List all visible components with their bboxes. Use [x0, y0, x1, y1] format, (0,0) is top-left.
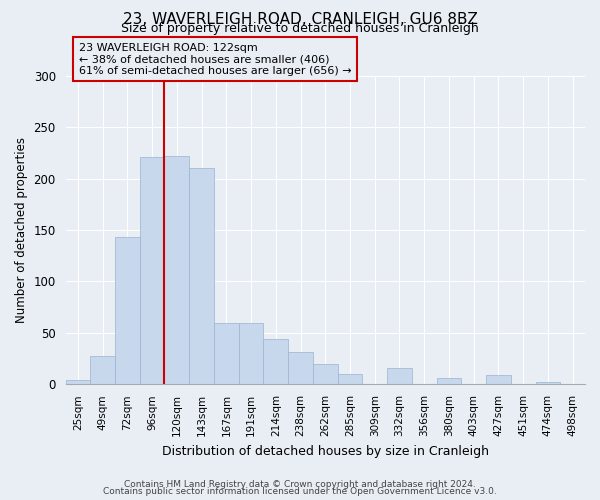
Bar — [164, 156, 189, 384]
Text: 23 WAVERLEIGH ROAD: 122sqm
← 38% of detached houses are smaller (406)
61% of sem: 23 WAVERLEIGH ROAD: 122sqm ← 38% of deta… — [79, 42, 351, 76]
Bar — [239, 322, 263, 384]
Bar — [437, 378, 461, 384]
Bar — [486, 375, 511, 384]
Y-axis label: Number of detached properties: Number of detached properties — [15, 137, 28, 323]
Bar — [189, 168, 214, 384]
Bar — [313, 364, 338, 384]
Bar — [387, 368, 412, 384]
Text: 23, WAVERLEIGH ROAD, CRANLEIGH, GU6 8BZ: 23, WAVERLEIGH ROAD, CRANLEIGH, GU6 8BZ — [122, 12, 478, 28]
Bar — [263, 339, 288, 384]
Bar — [140, 157, 164, 384]
Bar — [115, 237, 140, 384]
Bar — [90, 356, 115, 384]
Bar — [338, 374, 362, 384]
Text: Contains HM Land Registry data © Crown copyright and database right 2024.: Contains HM Land Registry data © Crown c… — [124, 480, 476, 489]
Text: Contains public sector information licensed under the Open Government Licence v3: Contains public sector information licen… — [103, 488, 497, 496]
X-axis label: Distribution of detached houses by size in Cranleigh: Distribution of detached houses by size … — [162, 444, 489, 458]
Bar — [65, 380, 90, 384]
Bar — [214, 322, 239, 384]
Bar — [536, 382, 560, 384]
Text: Size of property relative to detached houses in Cranleigh: Size of property relative to detached ho… — [121, 22, 479, 35]
Bar — [288, 352, 313, 384]
